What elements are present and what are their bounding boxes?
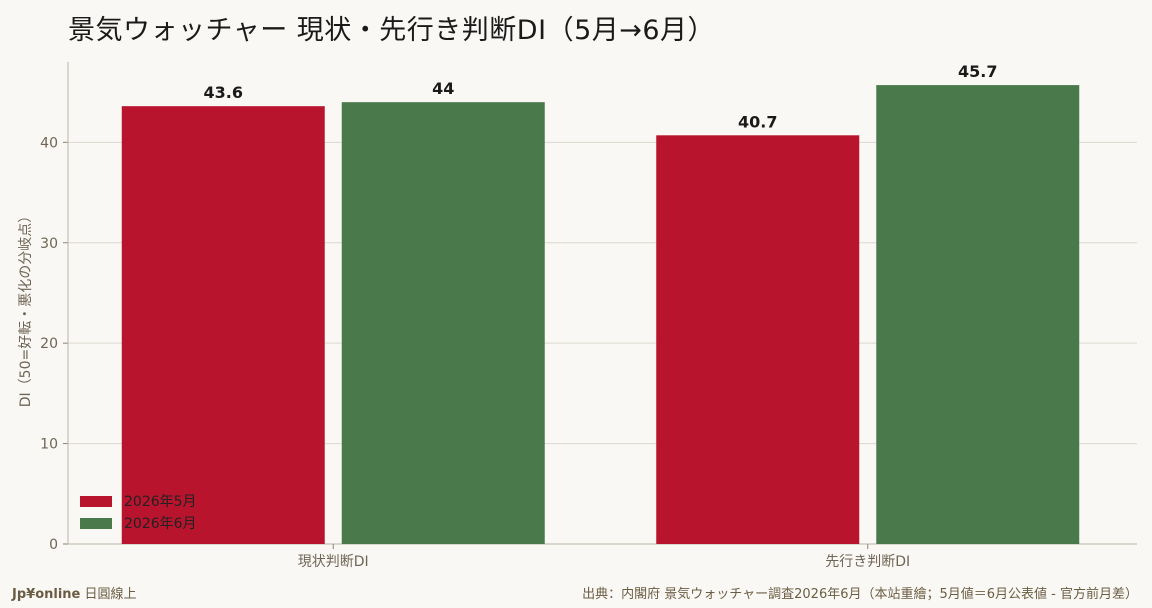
legend-label: 2026年5月 — [124, 494, 197, 510]
x-tick-label: 現状判断DI — [298, 554, 369, 570]
y-tick-label: 0 — [49, 537, 58, 553]
footer-brand: Jp¥online 日圓線上 — [12, 583, 137, 602]
bar — [121, 106, 325, 544]
y-tick-label: 40 — [40, 135, 58, 151]
brand-name: Jp¥online — [12, 587, 81, 602]
chart-title: 景気ウォッチャー 現状・先行き判断DI（5月→6月） — [68, 15, 716, 46]
data-label: 44 — [432, 79, 454, 98]
chart-legend: 2026年5月 2026年6月 — [80, 490, 197, 534]
legend-item: 2026年5月 — [80, 490, 197, 512]
legend-swatch — [80, 495, 112, 507]
brand-suffix: 日圓線上 — [84, 587, 137, 602]
source-note: 出典：内閣府 景気ウォッチャー調査2026年6月（本站重繪；5月値＝6月公表値 … — [582, 587, 1138, 602]
bar — [341, 102, 545, 545]
data-label: 45.7 — [958, 62, 997, 81]
y-tick-label: 10 — [40, 437, 58, 453]
y-axis-label: DI（50=好転・悪化の分岐点） — [18, 209, 34, 407]
data-label: 40.7 — [738, 112, 777, 131]
y-tick-label: 30 — [40, 236, 58, 252]
bar — [876, 85, 1080, 545]
bar — [656, 135, 860, 544]
x-tick-label: 先行き判断DI — [825, 554, 910, 570]
data-label: 43.6 — [204, 83, 243, 102]
y-tick-label: 20 — [40, 336, 58, 352]
legend-label: 2026年6月 — [124, 516, 197, 532]
legend-item: 2026年6月 — [80, 512, 197, 534]
legend-swatch — [80, 517, 112, 529]
